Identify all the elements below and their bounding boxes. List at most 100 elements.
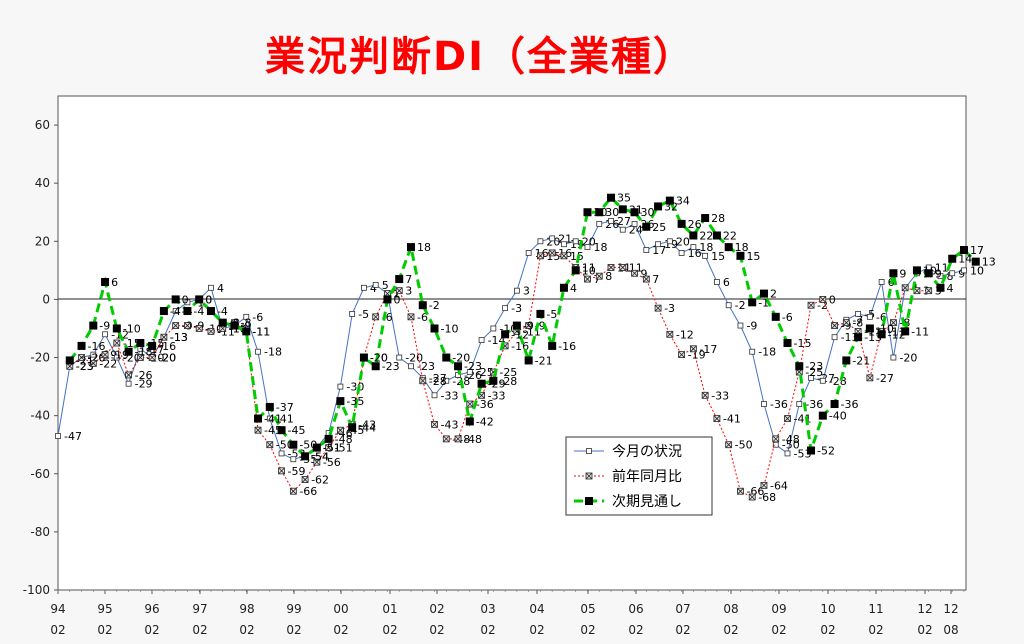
data-point (266, 441, 274, 449)
data-point (760, 481, 768, 489)
data-label: -6 (252, 311, 263, 324)
data-point (466, 400, 474, 408)
data-label: -9 (746, 320, 757, 333)
data-point (395, 275, 404, 284)
data-point (265, 402, 274, 411)
data-point (406, 243, 415, 252)
x-tick-label-year: 06 (628, 602, 643, 616)
data-point (737, 322, 744, 329)
data-label: 28 (711, 212, 725, 225)
series-layer: -47-23-20-19-12-20-29-17-20-13-4-104-10-… (55, 192, 996, 504)
data-point (525, 322, 533, 329)
data-point (536, 309, 545, 318)
y-tick-label: 40 (35, 176, 50, 190)
data-point (243, 313, 250, 320)
data-label: -3 (511, 302, 522, 315)
data-label: -25 (476, 366, 494, 379)
data-point (878, 279, 885, 285)
data-label: -35 (346, 395, 364, 408)
data-point (195, 295, 204, 304)
data-label: 0 (205, 293, 212, 306)
data-point (689, 345, 697, 353)
data-point (512, 321, 521, 330)
data-label: -45 (288, 424, 306, 437)
data-label: 5 (382, 279, 389, 292)
x-tick-label-month: 02 (820, 623, 835, 637)
data-point (359, 353, 368, 362)
x-tick-label-year: 04 (529, 602, 544, 616)
data-label: -41 (723, 413, 741, 426)
data-point (713, 415, 721, 422)
data-label: -12 (676, 328, 694, 341)
data-point (430, 324, 439, 333)
data-label: -7 (852, 314, 863, 327)
data-label: 22 (723, 229, 737, 242)
data-point (266, 415, 273, 422)
data-label: -2 (735, 299, 746, 312)
data-point (477, 379, 486, 388)
data-point (937, 273, 944, 280)
data-point (714, 279, 720, 285)
data-label: -25 (805, 366, 823, 379)
data-point (761, 401, 767, 407)
data-label: -27 (429, 372, 447, 385)
data-point (559, 283, 568, 292)
data-label: 7 (593, 273, 600, 286)
data-point (654, 304, 662, 312)
data-label: -23 (805, 360, 823, 373)
data-label: -40 (829, 410, 847, 423)
x-tick-label-year: 08 (723, 602, 738, 616)
data-label: 6 (723, 276, 730, 289)
data-label: 11 (582, 261, 596, 274)
data-label: 4 (217, 282, 224, 295)
data-label: -68 (758, 491, 776, 504)
data-point (55, 433, 61, 439)
data-point (431, 420, 438, 428)
data-label: 4 (570, 282, 577, 295)
data-point (960, 246, 968, 255)
data-point (702, 252, 709, 259)
data-label: -6 (876, 311, 887, 324)
data-point (585, 497, 593, 505)
data-label: -18 (135, 346, 153, 359)
data-label: -44 (358, 421, 376, 434)
data-label: -27 (876, 372, 894, 385)
data-point (913, 287, 921, 295)
data-point (571, 266, 580, 275)
data-label: -41 (276, 413, 294, 426)
data-point (748, 493, 756, 501)
data-label: -9 (240, 320, 251, 333)
data-label: -23 (76, 360, 94, 373)
data-point (184, 322, 191, 329)
data-point (101, 351, 109, 359)
data-label: -20 (158, 352, 176, 365)
data-label: 18 (735, 241, 749, 254)
data-label: 30 (641, 206, 655, 219)
x-axis: 94 02 95 02 96 02 97 02 98 02 99 02 00 02 01 02 02 02 03 02… (50, 590, 965, 637)
data-point (654, 202, 663, 211)
data-point (808, 374, 814, 381)
data-label: -18 (758, 346, 776, 359)
data-label: -20 (370, 352, 388, 365)
data-label: 9 (899, 267, 906, 280)
data-point (278, 467, 285, 475)
data-label: 9 (958, 267, 965, 280)
data-label: -20 (370, 352, 388, 365)
data-label: -36 (770, 398, 788, 411)
data-label: -6 (382, 311, 393, 324)
x-tick-label-year: 01 (382, 602, 397, 616)
data-label: 15 (746, 250, 760, 263)
x-tick-label-year: 99 (286, 602, 301, 616)
data-label: -14 (488, 334, 506, 347)
data-point (537, 252, 544, 260)
data-point (818, 411, 827, 420)
data-point (712, 231, 721, 240)
data-label: -22 (99, 357, 117, 370)
data-point (171, 295, 180, 304)
data-label: -50 (299, 439, 317, 452)
data-label: -17 (699, 343, 717, 356)
legend-label: 今月の状況 (612, 444, 682, 460)
data-point (583, 208, 592, 217)
data-label: -47 (64, 430, 82, 443)
